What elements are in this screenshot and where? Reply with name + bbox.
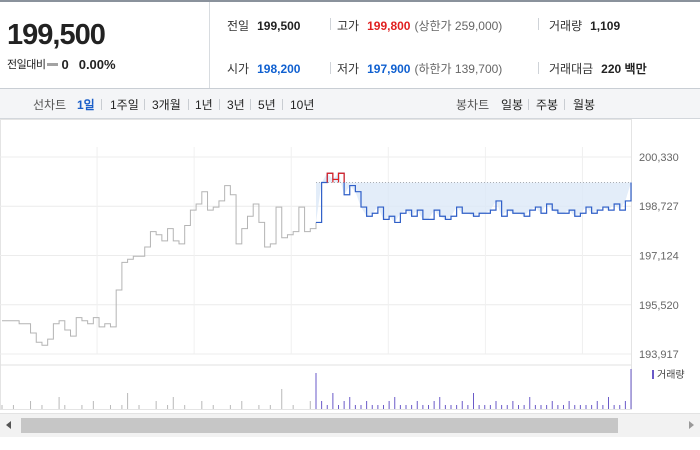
intraday-chart: 200,330 198,727 197,124 195,520 193,917 거래량 bbox=[0, 119, 685, 410]
stat-label: 고가 bbox=[337, 19, 360, 33]
quote-summary: 199,500 전일대비 0 0.00% 전일 199,500 고가 199,8… bbox=[0, 2, 700, 89]
divider bbox=[528, 99, 529, 110]
period-1w[interactable]: 1주일 bbox=[110, 98, 139, 112]
stat-value: 199,800 bbox=[367, 19, 411, 33]
divider bbox=[282, 99, 283, 110]
change-label: 전일대비 bbox=[7, 59, 46, 71]
divider bbox=[101, 99, 102, 110]
stat-sub: (하한가 139,700) bbox=[414, 62, 503, 76]
y-tick-label: 193,917 bbox=[639, 349, 679, 361]
stat-label: 거래대금 bbox=[549, 62, 594, 76]
divider bbox=[144, 99, 145, 110]
candle-weekly[interactable]: 주봉 bbox=[536, 98, 559, 112]
stat-sub: (상한가 259,000) bbox=[414, 19, 503, 33]
divider bbox=[538, 62, 539, 74]
stat-value: 197,900 bbox=[367, 62, 411, 76]
flat-dash-icon bbox=[47, 62, 59, 66]
period-1y[interactable]: 1년 bbox=[195, 98, 213, 112]
stat-open: 시가 198,200 bbox=[227, 60, 300, 77]
period-3m[interactable]: 3개월 bbox=[152, 98, 181, 112]
period-1d[interactable]: 1일 bbox=[77, 98, 95, 112]
y-tick-label: 198,727 bbox=[639, 201, 679, 213]
stat-value: 1,109 bbox=[590, 19, 621, 33]
scrollbar-thumb[interactable] bbox=[21, 418, 618, 433]
stat-trade-value: 거래대금 220 백만 bbox=[549, 60, 647, 77]
candle-monthly[interactable]: 월봉 bbox=[573, 98, 596, 112]
current-price-box: 199,500 전일대비 0 0.00% bbox=[0, 2, 210, 88]
volume-legend-swatch bbox=[652, 370, 654, 379]
triangle-left-icon[interactable] bbox=[6, 421, 11, 429]
change-value: 0 bbox=[61, 56, 69, 72]
period-10y[interactable]: 10년 bbox=[290, 98, 315, 112]
stat-label: 저가 bbox=[337, 62, 360, 76]
series-today-line bbox=[316, 172, 632, 224]
series-prev-line bbox=[2, 185, 317, 346]
period-3y[interactable]: 3년 bbox=[227, 98, 245, 112]
stat-label: 거래량 bbox=[549, 19, 583, 33]
y-tick-label: 200,330 bbox=[639, 152, 679, 164]
stat-label: 시가 bbox=[227, 62, 250, 76]
period-toolbar: 선차트 1일 1주일 3개월 1년 3년 5년 10년 봉차트 일봉 주봉 월봉 bbox=[0, 89, 700, 119]
chart-frame bbox=[0, 119, 632, 410]
stat-volume: 거래량 1,109 bbox=[549, 17, 620, 34]
current-price: 199,500 bbox=[7, 19, 106, 51]
candle-daily[interactable]: 일봉 bbox=[501, 98, 524, 112]
period-5y[interactable]: 5년 bbox=[258, 98, 276, 112]
stat-value: 198,200 bbox=[257, 62, 301, 76]
stat-value: 220 백만 bbox=[601, 62, 647, 76]
candle-chart-label: 봉차트 bbox=[456, 98, 490, 112]
top-border bbox=[0, 0, 700, 2]
change-row: 전일대비 0 0.00% bbox=[7, 56, 116, 72]
y-tick-label: 195,520 bbox=[639, 300, 679, 312]
stat-prev-close: 전일 199,500 bbox=[227, 17, 300, 34]
divider bbox=[538, 18, 539, 30]
series-today-up-segment bbox=[326, 172, 345, 183]
divider bbox=[219, 99, 220, 110]
chart-scrollbar[interactable] bbox=[0, 413, 700, 437]
y-tick-label: 197,124 bbox=[639, 250, 679, 262]
stat-low: 저가 197,900 (하한가 139,700) bbox=[337, 60, 502, 77]
change-percent: 0.00% bbox=[78, 56, 116, 72]
divider bbox=[330, 18, 331, 30]
stat-label: 전일 bbox=[227, 19, 250, 33]
divider bbox=[188, 99, 189, 110]
stat-value: 199,500 bbox=[257, 19, 301, 33]
line-chart-label: 선차트 bbox=[33, 98, 67, 112]
stat-high: 고가 199,800 (상한가 259,000) bbox=[337, 17, 502, 34]
divider bbox=[330, 62, 331, 74]
volume-legend-label: 거래량 bbox=[657, 369, 685, 381]
price-chart-area: 200,330 198,727 197,124 195,520 193,917 거래량 bbox=[0, 119, 700, 450]
divider bbox=[250, 99, 251, 110]
divider bbox=[564, 99, 565, 110]
triangle-right-icon[interactable] bbox=[689, 421, 694, 429]
